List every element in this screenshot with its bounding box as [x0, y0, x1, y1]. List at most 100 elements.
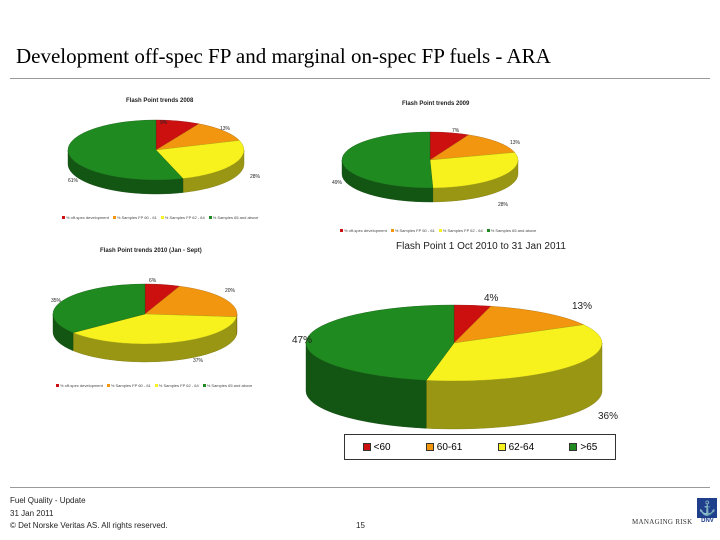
legend-swatch — [425, 443, 434, 451]
pie-slice-4 — [67, 119, 184, 181]
legend-item: % Samples FP 62 - 64 — [160, 215, 205, 220]
legend-label: % off-spec development — [66, 215, 109, 220]
footer-subject: Fuel Quality - Update — [10, 496, 86, 505]
legend-swatch — [486, 229, 490, 233]
pie-chart-2010: 6% 20% 37% 35% — [51, 278, 238, 364]
logo-tagline: MANAGING RISK — [632, 518, 693, 526]
legend-2010: % off-spec development % Samples FP 60 - … — [56, 383, 252, 388]
footer-copyright: © Det Norske Veritas AS. All rights rese… — [10, 521, 168, 530]
pie-chart-oct2010-jan2011: 4% 13% 36% 47% — [292, 293, 618, 430]
legend-2009: % off-spec development % Samples FP 60 - … — [340, 228, 536, 233]
legend-item: <60 — [362, 441, 391, 453]
dnv-logo: MANAGING RISK ⚓ DNV — [632, 498, 718, 526]
legend-label: % Samples 65 and above — [206, 383, 253, 388]
legend-swatch — [62, 216, 65, 220]
legend-label: % Samples FP 60 - 61 — [110, 383, 151, 388]
chart-title-2008: Flash Point trends 2008 — [126, 98, 194, 104]
page-number: 15 — [356, 521, 365, 530]
footer-date: 31 Jan 2011 — [10, 509, 54, 518]
legend-label: % Samples FP 62 - 64 — [164, 215, 205, 220]
pie-slice-3 — [72, 313, 237, 345]
legend-swatch — [56, 384, 59, 388]
legend-swatch — [202, 384, 206, 388]
legend-item: % off-spec development — [62, 215, 109, 220]
legend-label: 62-64 — [508, 441, 535, 453]
pie-label-1: 9% — [160, 120, 168, 126]
legend-swatch — [438, 229, 442, 233]
legend-swatch — [208, 216, 212, 220]
legend-item: % off-spec development — [340, 228, 387, 233]
pie-slice-2 — [155, 123, 240, 151]
logo-mark: ⚓ DNV — [696, 498, 718, 526]
legend-2008: % off-spec development % Samples FP 60 - … — [62, 215, 258, 220]
legend-swatch — [390, 229, 394, 233]
legend-item: % Samples FP 60 - 61 — [112, 215, 157, 220]
legend-label: 60-61 — [436, 441, 463, 453]
legend-item: 60-61 — [425, 441, 463, 453]
legend-swatch — [340, 229, 343, 233]
pie-label-2: 13% — [220, 126, 231, 132]
pie-slice-4 — [305, 304, 455, 381]
legend-item: % Samples 65 and above — [208, 215, 259, 220]
title-rule — [10, 78, 710, 79]
legend-item: % Samples FP 62 - 64 — [438, 228, 483, 233]
chart-title-2009: Flash Point trends 2009 — [402, 101, 470, 107]
pie-label-4: 35% — [51, 298, 62, 304]
legend-item: % Samples FP 60 - 61 — [106, 383, 151, 388]
pie-label-3: 37% — [193, 358, 204, 364]
legend-label: % Samples FP 60 - 61 — [394, 228, 435, 233]
legend-swatch — [497, 443, 506, 451]
pie-slice-2 — [144, 285, 238, 318]
pie-label-2: 20% — [225, 288, 236, 294]
legend-label: % off-spec development — [60, 383, 103, 388]
pie-label-3: 36% — [598, 411, 618, 422]
pie-slice-3 — [429, 152, 519, 189]
legend-label: <60 — [373, 441, 391, 453]
legend-label: % Samples FP 62 - 64 — [442, 228, 483, 233]
legend-item: % Samples 65 and above — [202, 383, 253, 388]
pie-chart-2009: 7% 13% 28% 49% — [332, 128, 521, 208]
pie-label-1: 6% — [149, 278, 157, 284]
pie-label-3: 28% — [498, 202, 509, 208]
legend-item: % Samples FP 62 - 64 — [154, 383, 199, 388]
legend-swatch — [569, 443, 578, 451]
legend-item: % off-spec development — [56, 383, 103, 388]
pie-label-1: 7% — [452, 128, 460, 134]
legend-swatch — [362, 443, 371, 451]
pie-label-2: 13% — [510, 140, 521, 146]
pie-label-1: 4% — [484, 293, 499, 304]
pie-label-4: 49% — [332, 180, 343, 186]
logo-mark-text: DNV — [701, 518, 714, 524]
legend-label: % Samples FP 60 - 61 — [116, 215, 157, 220]
chart-title-2010: Flash Point trends 2010 (Jan - Sept) — [100, 248, 202, 254]
legend-item: % Samples FP 60 - 61 — [390, 228, 435, 233]
legend-swatch — [112, 216, 116, 220]
pie-label-3: 28% — [250, 174, 261, 180]
chart-title-oct2010-jan2011: Flash Point 1 Oct 2010 to 31 Jan 2011 — [396, 241, 566, 252]
pie-slice-2 — [453, 305, 585, 344]
legend-item: % Samples 65 and above — [486, 228, 537, 233]
pie-slice-4 — [341, 131, 434, 189]
legend-swatch — [154, 384, 158, 388]
legend-label: % Samples 65 and above — [490, 228, 537, 233]
pie-chart-2008: 9% 13% 28% 61% — [67, 119, 261, 195]
legend-label: >65 — [580, 441, 598, 453]
anchor-icon: ⚓ — [697, 498, 718, 518]
legend-swatch — [160, 216, 164, 220]
legend-item: >65 — [569, 442, 597, 453]
pie-label-4: 61% — [68, 178, 79, 184]
pie-slice-3 — [425, 324, 603, 382]
legend-label: % off-spec development — [344, 228, 387, 233]
legend-oct2010-jan2011: <60 60-61 62-64 >65 — [344, 434, 616, 460]
slide-title: Development off-spec FP and marginal on-… — [16, 44, 551, 68]
pie-slice-3 — [155, 140, 245, 179]
pie-slice-4 — [52, 283, 146, 333]
legend-item: 62-64 — [497, 441, 535, 453]
legend-label: % Samples 65 and above — [212, 215, 259, 220]
pie-slice-2 — [429, 134, 516, 161]
legend-label: % Samples FP 62 - 64 — [158, 383, 199, 388]
pie-label-2: 13% — [572, 301, 592, 312]
pie-label-4: 47% — [292, 335, 312, 346]
legend-swatch — [106, 384, 110, 388]
footer-rule — [10, 487, 710, 488]
